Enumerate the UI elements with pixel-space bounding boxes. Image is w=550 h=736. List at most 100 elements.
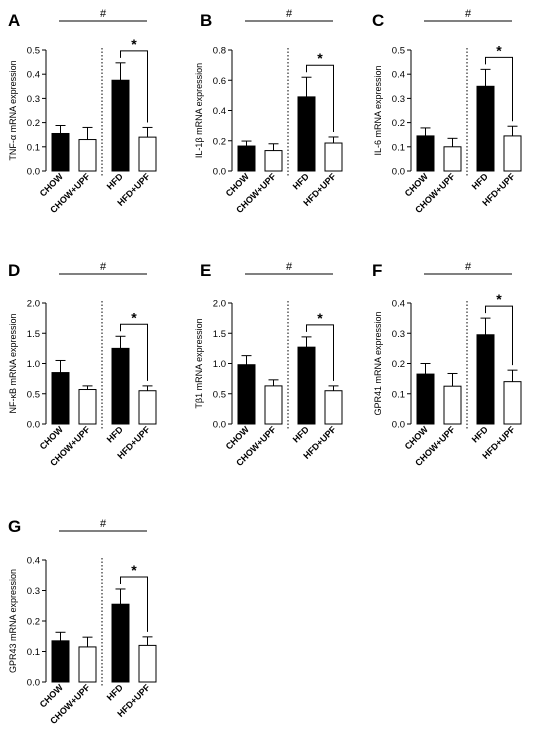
panel-g-overall-sig: # — [100, 518, 107, 530]
panel-b-y-tick-label: 0.2 — [213, 136, 226, 147]
panel-d-y-tick-label: 2.0 — [27, 299, 40, 310]
panel-d-bar — [51, 372, 70, 425]
panel-e-y-tick-label: 0.0 — [213, 420, 226, 431]
panel-f-letter: F — [372, 261, 382, 280]
panel-b-pair-bracket — [306, 64, 334, 132]
panel-d-pair-bracket — [120, 323, 148, 381]
panel-f-y-tick-label: 0.0 — [392, 420, 405, 431]
panel-c-letter: C — [372, 11, 384, 30]
panel-a-y-tick-label: 0.4 — [27, 70, 40, 81]
panel-c-bar — [416, 135, 435, 172]
panel-b-category-label: HFD — [291, 171, 312, 192]
panel-a-letter: A — [8, 11, 20, 30]
panel-e-bar — [237, 364, 256, 425]
panel-e-y-label: Tβ1 mRNA expression — [194, 318, 204, 408]
panel-e-y-tick-label: 1.5 — [213, 329, 226, 340]
panel-c-y-label: IL-6 mRNA expression — [373, 65, 383, 155]
panel-a-y-tick-label: 0.1 — [27, 142, 40, 153]
panel-g-category-label: HFD — [105, 682, 126, 703]
panel-e-bar — [324, 390, 343, 425]
panel-c-overall-sig: # — [465, 8, 472, 20]
panel-c-y-tick-label: 0.5 — [392, 46, 405, 57]
panel-b-bar — [237, 145, 256, 172]
panel-c-y-tick-label: 0.2 — [392, 118, 405, 129]
panel-g-pair-sig: * — [131, 562, 137, 578]
panel-d-pair-sig: * — [131, 309, 137, 325]
panel-b-y-tick-label: 0.8 — [213, 46, 226, 57]
panel-b-pair-sig: * — [317, 50, 323, 66]
panel-a-y-tick-label: 0.0 — [27, 167, 40, 178]
panel-a-overall-sig: # — [100, 8, 107, 20]
panel-f-overall-sig: # — [465, 261, 472, 273]
panel-f-pair-sig: * — [496, 291, 502, 307]
panel-d-bar — [111, 347, 130, 425]
panel-f-y-label: GPR41 mRNA expression — [373, 311, 383, 415]
panel-c-y-tick-label: 0.4 — [392, 70, 405, 81]
panel-b-y-label: IL-1β mRNA expression — [194, 63, 204, 158]
panel-a-pair-sig: * — [131, 36, 137, 52]
panel-f-bar — [443, 385, 462, 425]
panel-e-y-tick-label: 1.0 — [213, 359, 226, 370]
panel-a-y-label: TNF-α mRNA expression — [8, 60, 18, 160]
panel-c-bar — [476, 85, 495, 172]
panel-d-y-label: NF-κB mRNA expression — [8, 313, 18, 413]
panel-a-y-tick-label: 0.2 — [27, 118, 40, 129]
panel-e-category-label: HFD — [291, 424, 312, 445]
panel-a-bar — [111, 79, 130, 172]
panel-d-y-tick-label: 0.5 — [27, 389, 40, 400]
panel-c-y-tick-label: 0.1 — [392, 142, 405, 153]
panel-g-letter: G — [8, 517, 21, 536]
panel-f-y-tick-label: 0.4 — [392, 299, 405, 310]
panel-c-bar — [503, 135, 522, 172]
panel-g-y-tick-label: 0.0 — [27, 678, 40, 689]
panel-d-y-tick-label: 1.0 — [27, 359, 40, 370]
panel-g-bar — [138, 644, 157, 683]
panel-g-y-tick-label: 0.3 — [27, 586, 40, 597]
panel-c-y-tick-label: 0.0 — [392, 167, 405, 178]
panel-b-y-tick-label: 0.4 — [213, 106, 226, 117]
panel-e-bar — [264, 385, 283, 425]
panel-g-pair-bracket — [120, 576, 148, 632]
panel-d-overall-sig: # — [100, 261, 107, 273]
panel-e-bar — [297, 346, 316, 425]
panel-f-bar — [476, 334, 495, 425]
panel-e-pair-bracket — [306, 324, 334, 381]
panel-f-y-tick-label: 0.3 — [392, 329, 405, 340]
panel-d-bar — [138, 390, 157, 425]
panel-f-y-tick-label: 0.2 — [392, 359, 405, 370]
panel-e-y-tick-label: 0.5 — [213, 389, 226, 400]
panel-d-y-tick-label: 1.5 — [27, 329, 40, 340]
panel-f-category-label: HFD — [470, 424, 491, 445]
panel-e-letter: E — [200, 261, 211, 280]
panel-g-y-label: GPR43 mRNA expression — [8, 569, 18, 673]
panel-a-pair-bracket — [120, 50, 148, 123]
panel-g-bar — [111, 603, 130, 683]
panel-b-bar — [324, 142, 343, 172]
panel-f-y-tick-label: 0.1 — [392, 389, 405, 400]
panel-e-overall-sig: # — [286, 261, 293, 273]
panel-g-y-tick-label: 0.1 — [27, 647, 40, 658]
panel-e-y-tick-label: 2.0 — [213, 299, 226, 310]
panel-f-bar — [503, 381, 522, 425]
panel-b-y-tick-label: 0.0 — [213, 167, 226, 178]
panel-g-y-tick-label: 0.4 — [27, 556, 40, 567]
panel-g-y-tick-label: 0.2 — [27, 617, 40, 628]
panel-d-bar — [78, 389, 97, 425]
panel-c-bar — [443, 146, 462, 172]
panel-a-bar — [51, 132, 70, 172]
panel-c-category-label: HFD — [470, 171, 491, 192]
panel-c-pair-bracket — [485, 56, 513, 122]
panel-e-pair-sig: * — [317, 310, 323, 326]
panel-d-category-label: HFD — [105, 424, 126, 445]
panel-a-y-tick-label: 0.5 — [27, 46, 40, 57]
panel-a-category-label: HFD — [105, 171, 126, 192]
panel-a-y-tick-label: 0.3 — [27, 94, 40, 105]
panel-a-bar — [138, 136, 157, 172]
panel-c-pair-sig: * — [496, 42, 502, 58]
panel-c-y-tick-label: 0.3 — [392, 94, 405, 105]
panel-g-bar — [51, 640, 70, 683]
panel-b-bar — [297, 96, 316, 172]
panel-d-letter: D — [8, 261, 20, 280]
panel-f-pair-bracket — [485, 305, 513, 366]
